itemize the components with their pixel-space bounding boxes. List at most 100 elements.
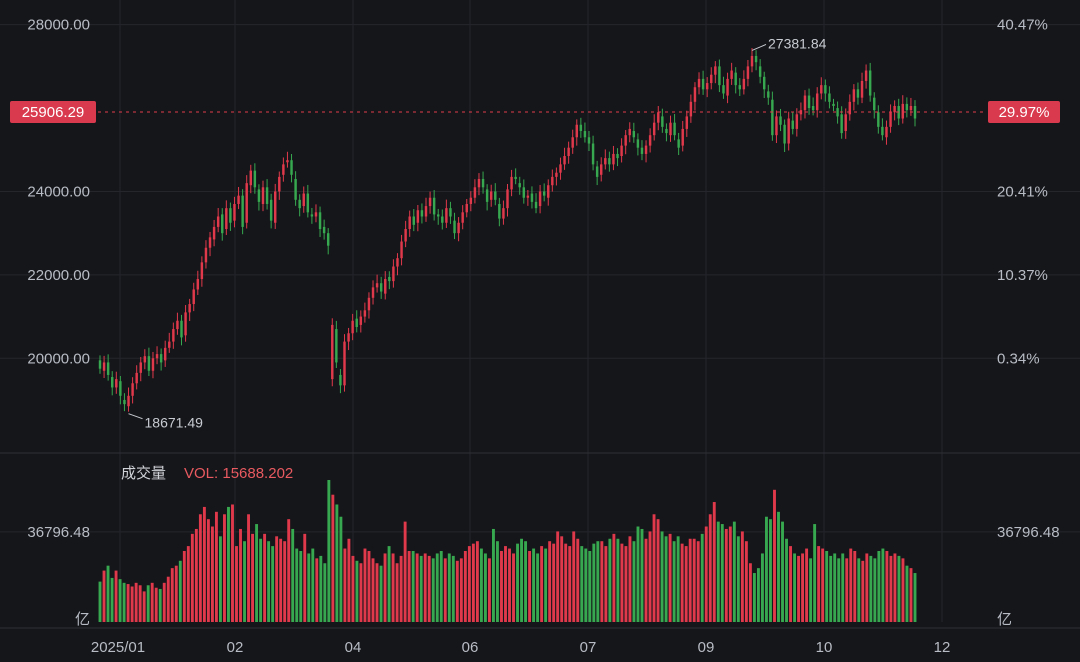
x-tick-label: 02: [227, 639, 244, 656]
volume-bar: [231, 504, 234, 622]
volume-bar: [447, 553, 451, 622]
candle: [355, 318, 358, 327]
candle: [139, 362, 142, 373]
candle: [848, 101, 852, 115]
volume-bar: [182, 551, 186, 622]
volume-bar: [419, 555, 423, 622]
volume-bar: [174, 565, 178, 622]
volume-bar: [110, 577, 114, 622]
volume-bar: [556, 531, 560, 622]
x-tick-label: 12: [934, 639, 951, 656]
volume-bar: [620, 543, 624, 622]
volume-bar: [98, 581, 102, 622]
volume-bar: [769, 519, 772, 622]
volume-bar: [343, 548, 347, 622]
candle: [269, 199, 273, 221]
volume-bar: [279, 538, 283, 622]
candle: [763, 76, 766, 90]
volume-bar: [134, 582, 138, 622]
candle: [665, 128, 668, 134]
candle: [420, 210, 424, 217]
candle: [302, 193, 305, 207]
volume-bar: [210, 526, 214, 622]
candle: [400, 241, 403, 259]
volume-bar: [363, 548, 367, 622]
candle: [212, 226, 216, 240]
volume-bar: [760, 553, 764, 622]
candle: [453, 220, 456, 234]
volume-bar: [198, 514, 202, 622]
volume-bar: [528, 551, 532, 622]
candle: [775, 116, 778, 136]
volume-bar: [628, 536, 632, 622]
volume-bar: [877, 551, 881, 622]
price-axis-left: 28000.00 24000.00 22000.00 20000.00: [27, 17, 90, 368]
volume-bar: [106, 565, 110, 622]
volume-bar: [267, 541, 271, 622]
volume-bar: [367, 551, 371, 622]
percent-tick-label: 0.34%: [997, 350, 1040, 367]
volume-tick-label-right: 36796.48: [997, 524, 1060, 541]
candle: [115, 379, 118, 388]
current-percent-label: 29.97%: [999, 104, 1050, 121]
volume-bar: [789, 546, 792, 622]
volume-bar: [829, 555, 833, 622]
low-annotation-line: [128, 413, 143, 420]
volume-bar: [612, 533, 616, 622]
candle: [188, 304, 191, 313]
volume-bar: [588, 551, 592, 622]
volume-bar: [178, 560, 182, 622]
candle: [901, 103, 904, 119]
volume-bar: [287, 519, 291, 622]
volume-bar: [736, 536, 740, 622]
candle: [685, 116, 689, 129]
candle: [583, 131, 587, 138]
candle: [494, 191, 497, 200]
candle: [449, 208, 452, 217]
volume-bar: [379, 565, 383, 622]
candle: [840, 114, 843, 134]
candle: [331, 324, 334, 380]
volume-bar: [841, 553, 845, 622]
candle: [538, 191, 542, 207]
volume-bar: [375, 563, 379, 622]
volume-bar: [520, 538, 523, 622]
volume-bar: [680, 543, 684, 622]
candle: [489, 191, 493, 200]
candle: [591, 143, 595, 165]
volume-bar: [150, 582, 154, 622]
candle: [481, 178, 485, 188]
candle: [278, 176, 281, 192]
volume-bar: [500, 551, 503, 622]
volume-bar: [142, 591, 146, 622]
candle: [828, 93, 831, 102]
candle: [868, 70, 872, 96]
volume-bar: [909, 568, 913, 622]
volume-unit-right: 亿: [997, 611, 1012, 628]
volume-bar: [247, 514, 250, 622]
volume-bar: [170, 568, 174, 622]
volume-bar: [154, 587, 158, 622]
volume-bar: [580, 546, 584, 622]
percent-axis-right: 40.47% 20.41% 10.37% 0.34%: [997, 17, 1048, 368]
candle: [432, 197, 436, 215]
volume-bar: [748, 563, 752, 622]
price-tick-label: 22000.00: [27, 267, 90, 284]
candle: [559, 164, 562, 173]
volume-bar: [624, 546, 628, 622]
candle: [771, 99, 774, 136]
volume-bar: [504, 546, 507, 622]
candle: [335, 329, 338, 363]
volume-bar: [885, 551, 889, 622]
price-candles: [98, 48, 917, 412]
volume-bar: [508, 548, 511, 622]
x-tick-label: 04: [345, 639, 362, 656]
candle: [310, 214, 314, 217]
candle: [791, 120, 794, 129]
volume-bar: [781, 521, 784, 622]
candle: [384, 279, 387, 294]
candle: [844, 114, 847, 132]
candle: [701, 78, 705, 90]
candle: [135, 372, 138, 384]
percent-tick-label: 20.41%: [997, 183, 1048, 200]
